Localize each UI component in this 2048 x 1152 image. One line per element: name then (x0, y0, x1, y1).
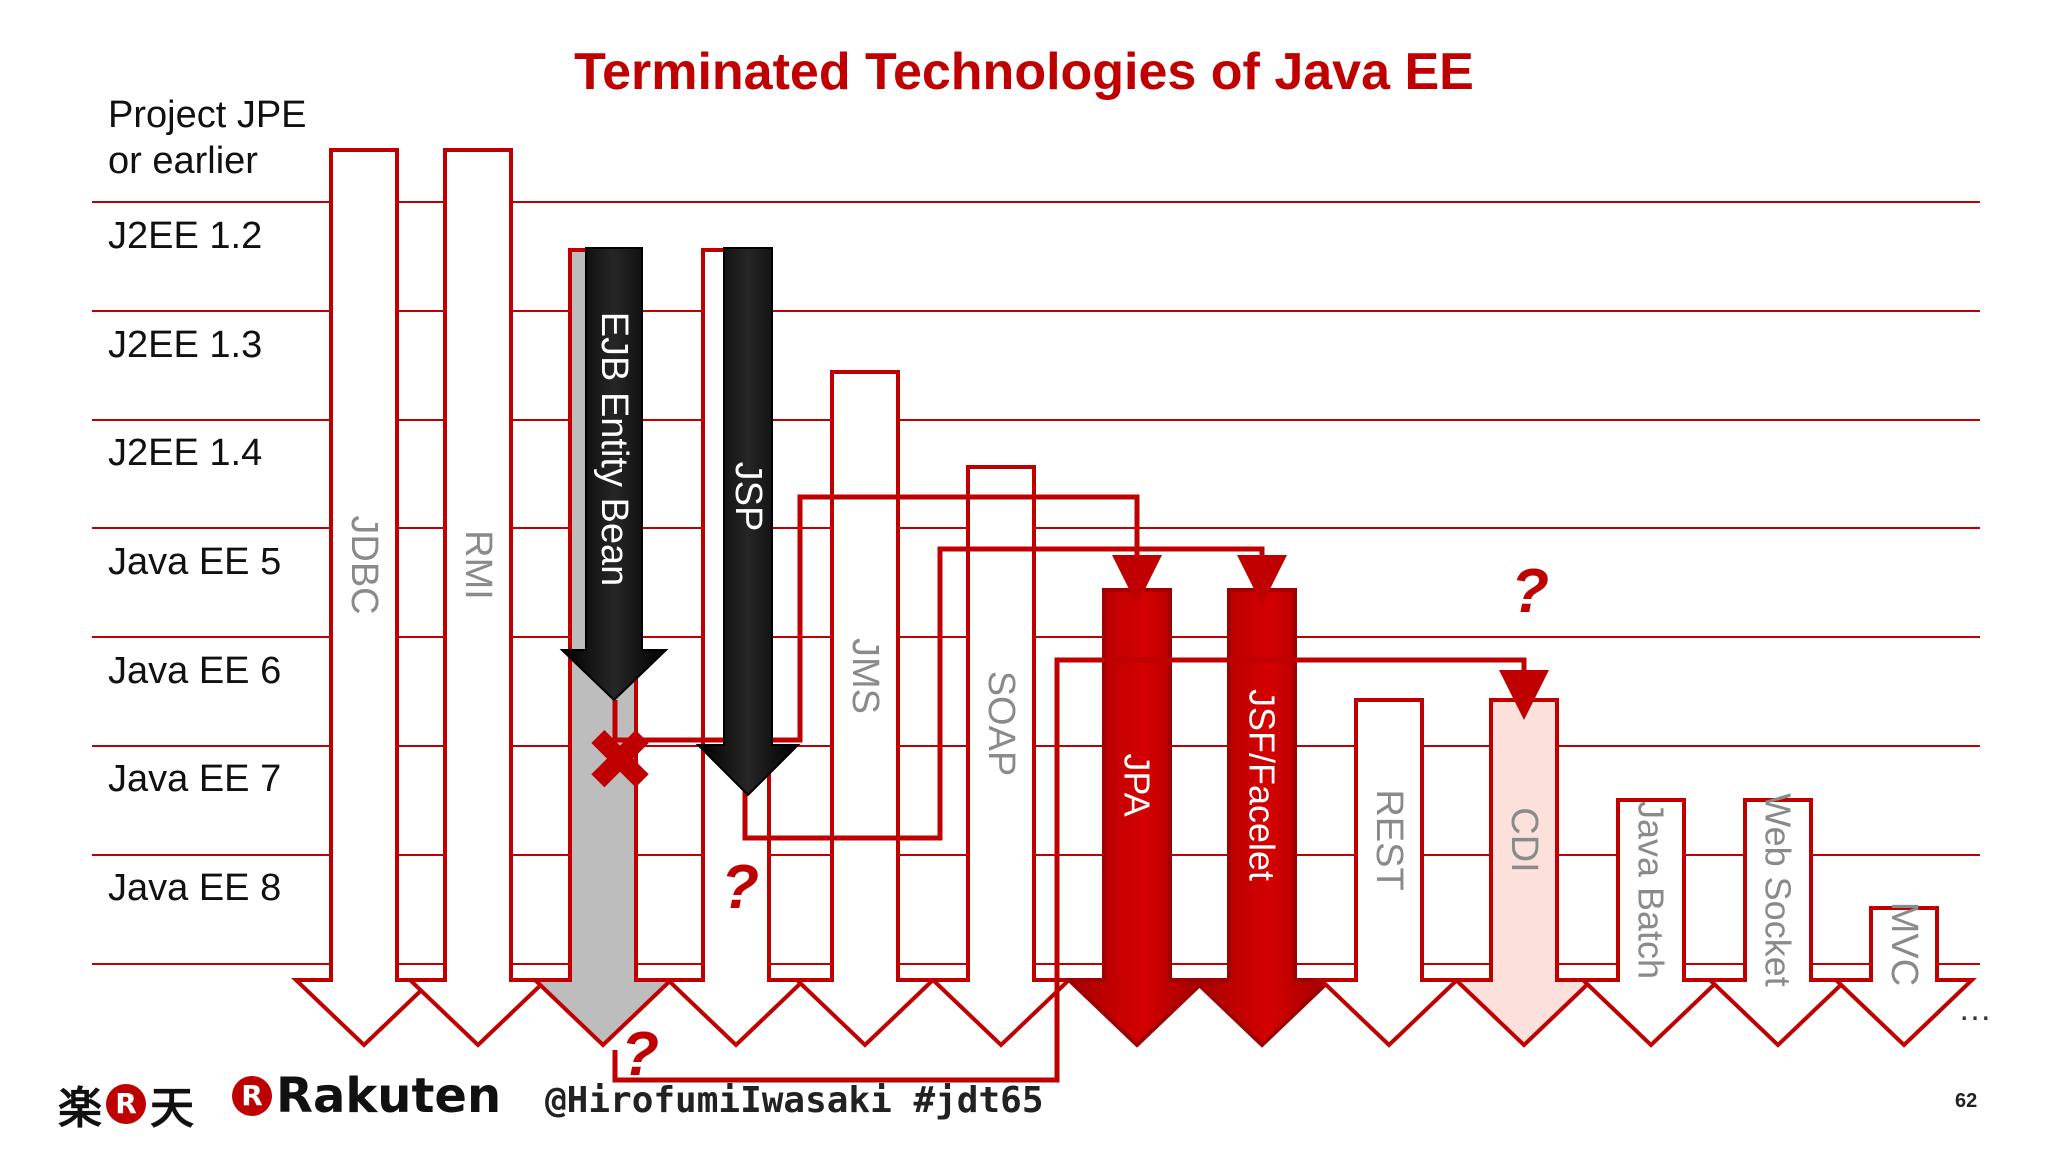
connector-line (612, 657, 1549, 1083)
tech-arrow-label: JPA (1117, 753, 1158, 816)
version-row-label: Java EE 8 (108, 865, 281, 911)
version-row-label: Project JPE or earlier (108, 92, 307, 184)
annotation-marks: ✖??? (584, 557, 1549, 1089)
version-row-label: J2EE 1.4 (108, 430, 262, 476)
tech-arrow-label: Java Batch (1631, 801, 1672, 979)
tech-arrow (1578, 798, 1724, 1048)
version-row-label: Java EE 7 (108, 756, 281, 802)
tech-arrow (1451, 698, 1597, 1048)
tech-arrow (1189, 588, 1335, 1048)
logo-jp-r-mark: R (106, 1084, 146, 1124)
version-row-label-line: J2EE 1.2 (108, 215, 263, 257)
tech-arrow (792, 370, 938, 1048)
slide-title: Terminated Technologies of Java EE (574, 43, 1474, 101)
tech-arrow-label: JMS (844, 638, 886, 714)
version-row-label-line: or earlier (108, 140, 258, 182)
tech-arrow-label: SOAP (980, 671, 1022, 777)
tech-arrow (1831, 906, 1977, 1048)
tech-arrow (1064, 588, 1210, 1048)
connector-lines (612, 494, 1549, 1083)
tech-arrow (928, 465, 1074, 1048)
rakuten-jp-logo: 楽 R 天 (58, 1072, 194, 1136)
rakuten-logo: R Rakuten (228, 1068, 501, 1124)
tech-arrow-label: REST (1368, 789, 1410, 890)
terminated-arrow-label: EJB Entity Bean (593, 312, 635, 587)
connector-line (742, 546, 1287, 841)
terminated-arrow (695, 247, 801, 797)
version-row-label-line: Java EE 8 (108, 867, 282, 909)
version-row-label: Java EE 6 (108, 648, 281, 694)
logo-en-r-mark: R (232, 1076, 272, 1116)
version-row-label: J2EE 1.3 (108, 322, 262, 368)
terminated-arrow-label: JSP (727, 462, 769, 532)
logo-jp-left: 楽 (58, 1083, 102, 1134)
version-row-label: Java EE 5 (108, 539, 281, 585)
more-ellipsis: … (1958, 990, 1992, 1028)
version-row-label-line: J2EE 1.3 (108, 324, 263, 366)
page-number: 62 (1955, 1090, 1978, 1112)
question-mark: ? (721, 853, 759, 922)
tech-arrow-label: JDBC (343, 515, 385, 614)
tech-arrow (405, 148, 551, 1048)
version-row-label-line: Java EE 5 (108, 541, 282, 583)
tech-arrow-label: RMI (457, 530, 499, 600)
terminated-arrow (559, 247, 669, 702)
terminated-arrows: EJB Entity Bean JSP (559, 247, 801, 797)
connector-line (612, 494, 1162, 743)
logo-en-text: Rakuten (276, 1068, 502, 1124)
tech-arrow (1705, 798, 1851, 1048)
tech-arrow-label: CDI (1503, 807, 1545, 872)
tech-arrow-label: Web Socket (1758, 793, 1799, 986)
tech-arrow (291, 148, 437, 1048)
tech-arrow-label: MVC (1883, 902, 1925, 986)
tech-arrow-label: JSF/Facelet (1242, 689, 1283, 881)
version-row-label-line: J2EE 1.4 (108, 432, 263, 474)
question-mark: ? (1511, 557, 1549, 626)
version-row-label-line: Java EE 7 (108, 758, 282, 800)
question-mark: ? (621, 1020, 659, 1089)
logo-jp-right: 天 (150, 1083, 194, 1134)
version-row-label: J2EE 1.2 (108, 213, 262, 259)
technology-arrows: JDBCRMIEJBJMSSOAPJPAJSF/FaceletRESTCDIJa… (291, 148, 1977, 1048)
version-row-label-line: Java EE 6 (108, 650, 282, 692)
twitter-handle: @HirofumiIwasaki #jdt65 (545, 1080, 1044, 1121)
version-row-label-line: Project JPE (108, 94, 307, 136)
tech-arrow (1316, 698, 1462, 1048)
terminated-cross-mark: ✖ (584, 711, 656, 811)
